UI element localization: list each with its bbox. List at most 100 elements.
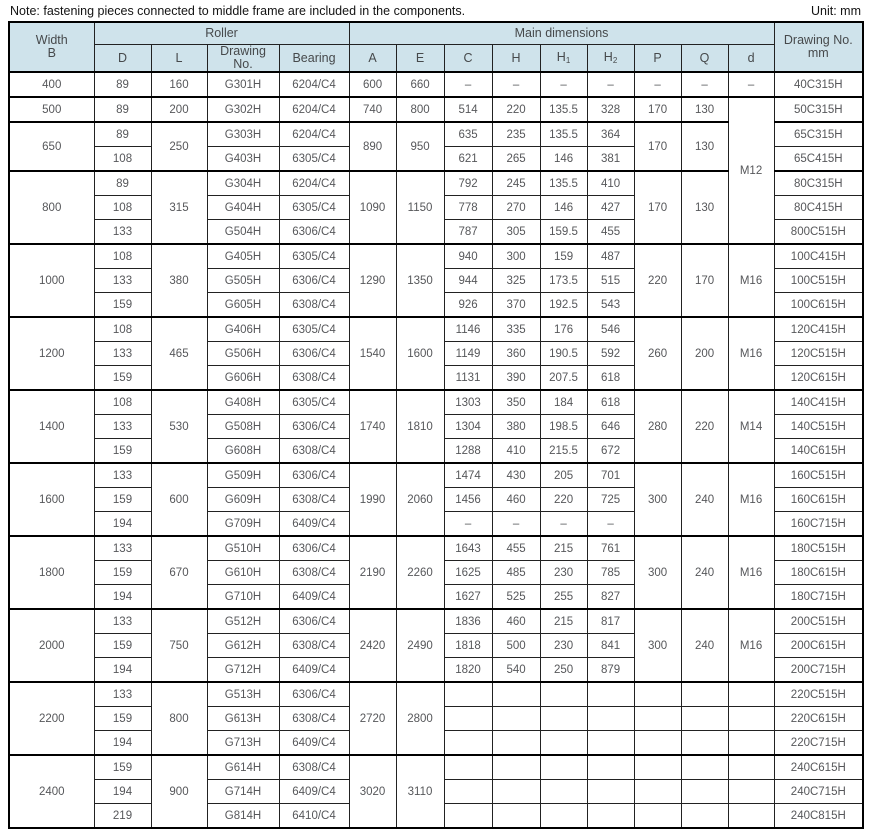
cell-d: 108 bbox=[93, 195, 152, 221]
cell-dm: 200C515H bbox=[773, 608, 864, 635]
cell-br: 6308/C4 bbox=[278, 292, 350, 318]
cell-h1 bbox=[539, 706, 588, 732]
cell-br: 6204/C4 bbox=[278, 121, 350, 148]
cell-d: 89 bbox=[93, 71, 152, 98]
table-row: 159 G606H 6308/C4 1131 390 207.5 618 120C615H bbox=[9, 365, 864, 391]
cell-d: 89 bbox=[93, 170, 152, 197]
cell-d: 108 bbox=[93, 389, 152, 416]
cell-a: 2420 bbox=[348, 608, 397, 683]
cell-h2: 827 bbox=[586, 584, 635, 610]
cell-h2: 618 bbox=[586, 389, 635, 416]
table-row: 2200 133 800 G513H 6306/C4 2720 2800 220C515H bbox=[8, 681, 864, 756]
cell-cc: 1288 bbox=[443, 438, 493, 464]
cell-h2: 785 bbox=[586, 560, 635, 586]
cell-dd: – bbox=[727, 71, 775, 98]
cell-p: 170 bbox=[633, 121, 682, 172]
cell-br: 6409/C4 bbox=[278, 779, 350, 805]
cell-q: 240 bbox=[680, 462, 729, 537]
cell-d: 194 bbox=[93, 657, 152, 683]
cell-dn: G510H bbox=[206, 535, 280, 562]
cell-l: 160 bbox=[150, 71, 208, 98]
cell-h1: 230 bbox=[539, 633, 588, 659]
col-header-e: E bbox=[395, 44, 445, 73]
cell-dm: 240C815H bbox=[773, 803, 864, 829]
cell-cc: 787 bbox=[443, 219, 493, 245]
cell-h: 265 bbox=[491, 146, 541, 172]
cell-cc bbox=[443, 754, 493, 781]
cell-br: 6308/C4 bbox=[278, 754, 350, 781]
cell-cc: 1304 bbox=[443, 414, 493, 440]
cell-dn: G301H bbox=[206, 71, 280, 98]
cell-p: – bbox=[633, 71, 682, 98]
cell-h2: 592 bbox=[586, 341, 635, 367]
cell-h1: 176 bbox=[539, 316, 588, 343]
cell-dm: 180C715H bbox=[773, 584, 864, 610]
cell-b: 800 bbox=[8, 170, 95, 245]
cell-dn: G713H bbox=[206, 730, 280, 756]
cell-a: 1090 bbox=[348, 170, 397, 245]
cell-br: 6306/C4 bbox=[278, 681, 350, 708]
cell-cc: 1643 bbox=[443, 535, 493, 562]
cell-b: 2000 bbox=[8, 608, 95, 683]
cell-p: 280 bbox=[633, 389, 682, 464]
cell-dm: 800C515H bbox=[773, 219, 864, 245]
cell-dn: G609H bbox=[206, 487, 280, 513]
cell-e: 950 bbox=[395, 121, 445, 172]
cell-h: 390 bbox=[491, 365, 541, 391]
cell-cc: 1303 bbox=[443, 389, 493, 416]
col-header-a: A bbox=[348, 44, 397, 73]
cell-p bbox=[633, 779, 682, 805]
cell-h: 380 bbox=[491, 414, 541, 440]
table-row: 1600 133 600 G509H 6306/C4 1990 2060 1474 430 205… bbox=[8, 462, 864, 537]
cell-cc: 778 bbox=[443, 195, 493, 221]
cell-h2 bbox=[586, 803, 635, 829]
cell-h: 525 bbox=[491, 584, 541, 610]
table-row: 194 G713H 6409/C4 220C715H bbox=[9, 730, 864, 756]
cell-b: 400 bbox=[8, 71, 95, 98]
cell-p: 260 bbox=[633, 316, 682, 391]
cell-d: 89 bbox=[93, 96, 152, 123]
cell-dm: 100C415H bbox=[773, 243, 864, 270]
cell-q: 130 bbox=[680, 170, 729, 245]
cell-h: 410 bbox=[491, 438, 541, 464]
cell-dm: 140C515H bbox=[773, 414, 864, 440]
cell-d: 194 bbox=[93, 511, 152, 537]
cell-br: 6308/C4 bbox=[278, 706, 350, 732]
cell-dn: G403H bbox=[206, 146, 280, 172]
cell-a: 2190 bbox=[348, 535, 397, 610]
cell-h1: – bbox=[539, 511, 588, 537]
cell-br: 6409/C4 bbox=[278, 584, 350, 610]
cell-dm: 220C615H bbox=[773, 706, 864, 732]
cell-a: 1290 bbox=[348, 243, 397, 318]
cell-dd: M14 bbox=[727, 389, 775, 464]
cell-dn: G710H bbox=[206, 584, 280, 610]
col-header-l: L bbox=[150, 44, 208, 73]
cell-d: 133 bbox=[93, 219, 152, 245]
cell-d: 159 bbox=[93, 438, 152, 464]
cell-br: 6308/C4 bbox=[278, 560, 350, 586]
cell-dm: 180C515H bbox=[773, 535, 864, 562]
cell-h: 460 bbox=[491, 608, 541, 635]
cell-p: 170 bbox=[633, 96, 682, 123]
cell-dm: 120C415H bbox=[773, 316, 864, 343]
cell-l: 800 bbox=[150, 681, 208, 756]
cell-q: 130 bbox=[680, 121, 729, 172]
cell-h1: 250 bbox=[539, 657, 588, 683]
table-row: 159 G612H 6308/C4 1818 500 230 841 200C615H bbox=[9, 633, 864, 659]
cell-br: 6410/C4 bbox=[278, 803, 350, 829]
cell-l: 530 bbox=[150, 389, 208, 464]
cell-br: 6306/C4 bbox=[278, 268, 350, 294]
cell-h1: 159.5 bbox=[539, 219, 588, 245]
cell-e: 3110 bbox=[395, 754, 445, 829]
cell-l: 600 bbox=[150, 462, 208, 537]
table-row: 400 89 160 G301H 6204/C4 600 660– – – – – – –40C315H bbox=[8, 71, 864, 98]
table-row: 1800 133 670 G510H 6306/C4 2190 2260 1643 455 215… bbox=[8, 535, 864, 610]
cell-h bbox=[491, 730, 541, 756]
cell-cc: 792 bbox=[443, 170, 493, 197]
cell-dd bbox=[727, 754, 775, 781]
col-header-drawing-no-mm: Drawing No. mm bbox=[773, 21, 864, 73]
cell-h2: 725 bbox=[586, 487, 635, 513]
cell-cc: 635 bbox=[443, 121, 493, 148]
cell-d: 159 bbox=[93, 365, 152, 391]
cell-h1: 135.5 bbox=[539, 170, 588, 197]
